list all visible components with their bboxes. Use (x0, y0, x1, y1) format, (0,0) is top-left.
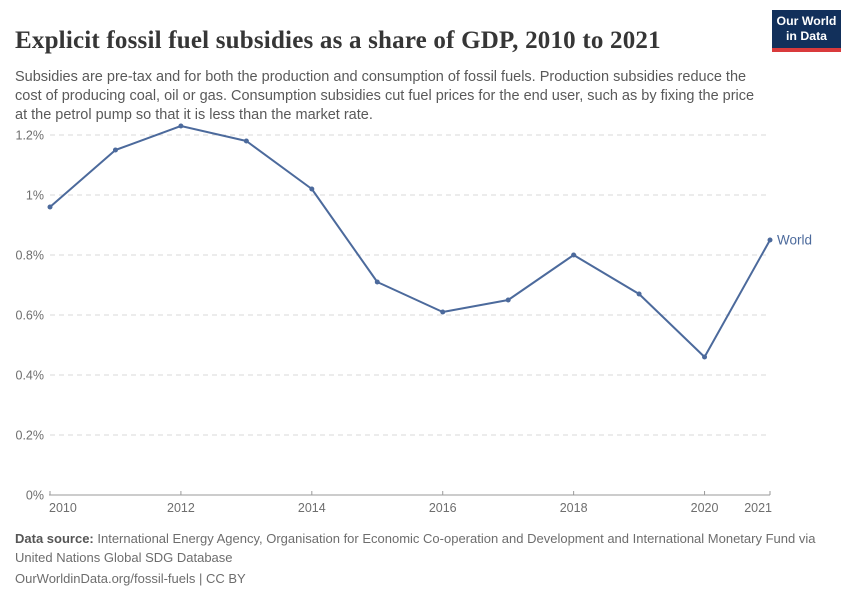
data-point-marker[interactable] (178, 123, 184, 129)
series-end-label[interactable]: World (777, 233, 812, 248)
attribution-line: OurWorldinData.org/fossil-fuels | CC BY (15, 570, 827, 589)
y-axis-tick-label: 0.8% (16, 249, 45, 263)
data-point-marker[interactable] (440, 309, 446, 315)
data-point-marker[interactable] (767, 237, 773, 243)
chart-footer: Data source: International Energy Agency… (15, 530, 827, 589)
data-source-label: Data source: (15, 531, 94, 546)
y-axis-tick-label: 0.6% (16, 309, 45, 323)
y-axis-tick-label: 1% (26, 189, 44, 203)
data-point-marker[interactable] (505, 297, 511, 303)
y-axis-tick-label: 1.2% (16, 129, 45, 143)
y-axis-tick-label: 0% (26, 489, 44, 503)
x-axis-tick-label: 2018 (560, 501, 588, 515)
data-point-marker[interactable] (243, 138, 249, 144)
data-source-text: International Energy Agency, Organisatio… (15, 531, 816, 565)
owid-logo-line1: Our World (776, 14, 837, 28)
data-point-marker[interactable] (702, 354, 708, 360)
line-chart[interactable]: 0% 0.2% 0.4% 0.6% 0.8% 1% 1.2% 2010 2012 2014 2016… (0, 115, 850, 520)
owid-logo[interactable]: Our World in Data (772, 10, 841, 52)
x-axis-tick-label: 2021 (744, 501, 772, 515)
attribution-link[interactable]: OurWorldinData.org/fossil-fuels | CC BY (15, 571, 246, 586)
x-axis-tick-label: 2012 (167, 501, 195, 515)
page-title: Explicit fossil fuel subsidies as a shar… (15, 26, 661, 54)
x-axis-tick-label: 2014 (298, 501, 326, 515)
x-axis-tick-label: 2010 (49, 501, 77, 515)
data-point-marker[interactable] (309, 186, 315, 192)
data-point-marker[interactable] (112, 147, 118, 153)
world-series-line (49, 125, 771, 358)
y-axis-tick-label: 0.4% (16, 369, 45, 383)
x-axis-tick-label: 2020 (691, 501, 719, 515)
data-point-marker[interactable] (374, 279, 380, 285)
chart-subtitle: Subsidies are pre-tax and for both the p… (15, 68, 755, 123)
data-point-marker[interactable] (636, 291, 642, 297)
y-axis-tick-label: 0.2% (16, 429, 45, 443)
owid-logo-line2: in Data (786, 29, 827, 43)
data-point-marker[interactable] (571, 252, 577, 258)
data-point-marker[interactable] (47, 204, 53, 210)
x-axis-tick-label: 2016 (429, 501, 457, 515)
data-source-line: Data source: International Energy Agency… (15, 530, 827, 567)
